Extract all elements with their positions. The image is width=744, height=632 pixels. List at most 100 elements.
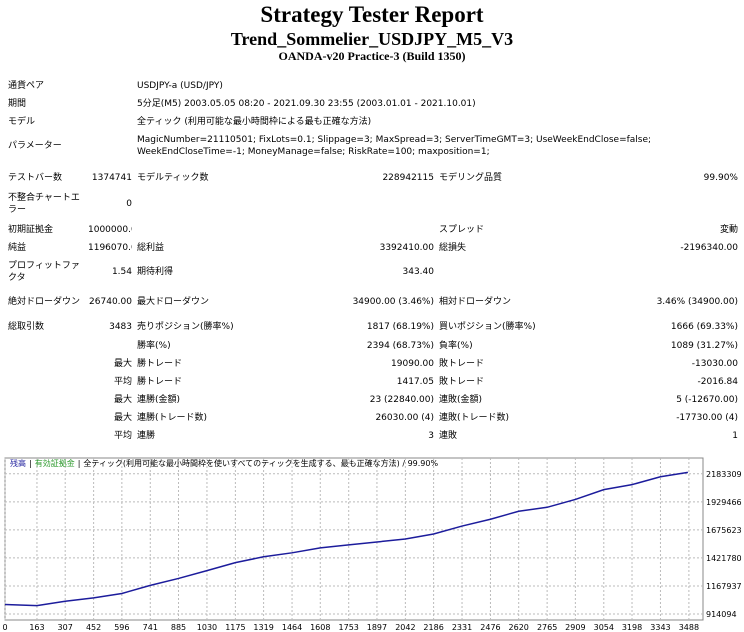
stats-cell: -2016.84: [697, 377, 738, 387]
stats-cell: 0: [126, 199, 132, 209]
stats-cell: 99.90%: [703, 172, 738, 183]
empty-cell: [640, 187, 738, 221]
y-tick-label: 1421780: [706, 554, 742, 563]
stats-cell: 3.46% (34900.00): [656, 297, 738, 307]
stats-cell: 1666 (69.33%): [670, 322, 738, 332]
stats-cell: 1000000.00: [88, 225, 132, 235]
x-tick-label: 2042: [395, 623, 415, 632]
legend: 残高 | 有効証拠金 | 全ティック(利用可能な最小時間枠を使いすべてのティックを生成す…: [10, 458, 438, 468]
info-row: モデル 全ティック (利用可能な最小時間枠による最も正確な方法): [8, 116, 737, 134]
stats-cell: スプレッド: [439, 225, 485, 235]
stats-cell: 1817 (68.19%): [366, 322, 434, 332]
balance-chart: 914094 1167937 1421780 1675623 1929466 218330…: [2, 457, 742, 632]
x-tick-label: 307: [58, 623, 73, 632]
stats-cell: 総損失: [439, 243, 467, 253]
empty-cell: [434, 187, 640, 221]
y-tick-label: 1929466: [706, 498, 742, 507]
stats-cell: 絶対ドローダウン: [8, 297, 81, 307]
stats-cell: 19090.00: [391, 359, 434, 369]
stats-cell: 1089 (31.27%): [670, 341, 738, 351]
info-row: パラメーター MagicNumber=21110501; FixLots=0.1;…: [8, 134, 737, 158]
x-tick-label: 1608: [310, 623, 330, 632]
stats-cell: モデリング品質: [439, 172, 503, 183]
x-tick-label: 1319: [253, 623, 273, 632]
stats-cell: 連敗(金額): [439, 395, 483, 405]
info-row: 期間 5分足(M5) 2003.05.05 08:20 - 2021.09.30 …: [8, 98, 737, 116]
empty-cell: [8, 391, 88, 409]
stats-cell: 228942115: [382, 172, 434, 183]
chart-subtitle: 全ティック(利用可能な最小時間枠を使いすべてのティックを生成する、最も正確な方法…: [83, 458, 438, 468]
stats-cell: 5 (-12670.00): [676, 395, 738, 405]
x-tick-label: 0: [2, 623, 7, 632]
stats-row: 総取引数 3483 売りポジション(勝率%) 1817 (68.19%) 買いポジション…: [8, 317, 738, 337]
report-subtitle: Trend_Sommelier_USDJPY_M5_V3: [230, 29, 514, 49]
stats-cell: 期待利得: [137, 267, 174, 277]
empty-cell: [8, 355, 88, 373]
x-tick-label: 1897: [367, 623, 387, 632]
stats-cell: 勝率(%): [137, 341, 171, 351]
stats-cell: 2394 (68.73%): [366, 341, 434, 351]
x-tick-label: 885: [171, 623, 186, 632]
y-tick-label: 1675623: [706, 526, 742, 535]
x-tick-label: 2909: [565, 623, 585, 632]
x-tick-label: 596: [114, 623, 129, 632]
stats-cell: -17730.00 (4): [676, 413, 738, 423]
stats-cell: 総取引数: [8, 322, 45, 332]
stats-cell: 3483: [109, 322, 132, 332]
stats-cell: 平均: [113, 377, 132, 387]
stats-cell: -2196340.00: [680, 243, 738, 253]
y-tick-label: 2183309: [706, 470, 742, 479]
x-tick-label: 3054: [594, 623, 614, 632]
empty-cell: [8, 427, 88, 445]
x-tick-label: 2186: [423, 623, 443, 632]
stats-cell: 不整合チャートエラー: [8, 193, 80, 215]
x-tick-label: 1175: [225, 623, 245, 632]
stats-cell: 売りポジション(勝率%): [137, 322, 234, 332]
empty-cell: [434, 257, 640, 287]
stats-cell: 連敗: [439, 431, 458, 441]
x-tick-label: 452: [86, 623, 101, 632]
x-tick-label: 2476: [480, 623, 500, 632]
stats-row: 最大 勝トレード 19090.00 敗トレード -13030.00: [8, 355, 738, 373]
stats-cell: 相対ドローダウン: [439, 297, 512, 307]
info-row: 通貨ペア USDJPY-a (USD/JPY): [8, 80, 737, 98]
stats-row: 初期証拠金 1000000.00 スプレッド 変動: [8, 221, 738, 239]
stats-cell: 買いポジション(勝率%): [439, 322, 536, 332]
x-tick-label: 1753: [339, 623, 359, 632]
info-value: MagicNumber=21110501; FixLots=0.1; Slipp…: [137, 135, 652, 157]
stats-cell: 勝トレード: [137, 359, 183, 369]
stats-cell: テストバー数: [8, 172, 63, 183]
x-tick-label: 2331: [452, 623, 472, 632]
empty-cell: [88, 337, 132, 355]
stats-cell: 23 (22840.00): [369, 395, 434, 405]
empty-cell: [132, 187, 337, 221]
stats-cell: 連勝: [137, 431, 156, 441]
stats-cell: プロフィットファクタ: [8, 261, 80, 283]
info-label: モデル: [8, 117, 36, 127]
stats-cell: 変動: [719, 225, 738, 235]
stats-cell: -13030.00: [691, 359, 738, 369]
stats-cell: 3: [428, 431, 434, 441]
stats-cell: 1196070.00: [88, 243, 132, 253]
stats-cell: 最大: [113, 359, 132, 369]
stats-row: 最大 連勝(トレード数) 26030.00 (4) 連敗(トレード数) -17730.0…: [8, 409, 738, 427]
y-tick-label: 914094: [706, 610, 737, 619]
info-value: USDJPY-a (USD/JPY): [137, 81, 223, 91]
report-title: Strategy Tester Report: [260, 2, 484, 27]
stats-cell: 純益: [8, 243, 27, 253]
x-tick-label: 163: [29, 623, 44, 632]
legend-entry: 残高: [10, 458, 26, 468]
server-name: OANDA-v20 Practice-3 (Build 1350): [278, 49, 466, 63]
info-label: 通貨ペア: [8, 81, 45, 91]
stats-row: 純益 1196070.00 総利益 3392410.00 総損失 -2196340.00: [8, 239, 738, 257]
info-value: 5分足(M5) 2003.05.05 08:20 - 2021.09.30 23…: [137, 99, 476, 109]
info-label: 期間: [8, 99, 27, 109]
stats-cell: 26740.00: [89, 297, 132, 307]
stats-cell: 平均: [113, 431, 132, 441]
stats-cell: 1: [732, 431, 738, 441]
stats-cell: モデルティック数: [137, 172, 209, 183]
stats-cell: 負率(%): [439, 341, 473, 351]
stats-cell: 最大: [113, 395, 132, 405]
balance-line: [4, 471, 689, 607]
